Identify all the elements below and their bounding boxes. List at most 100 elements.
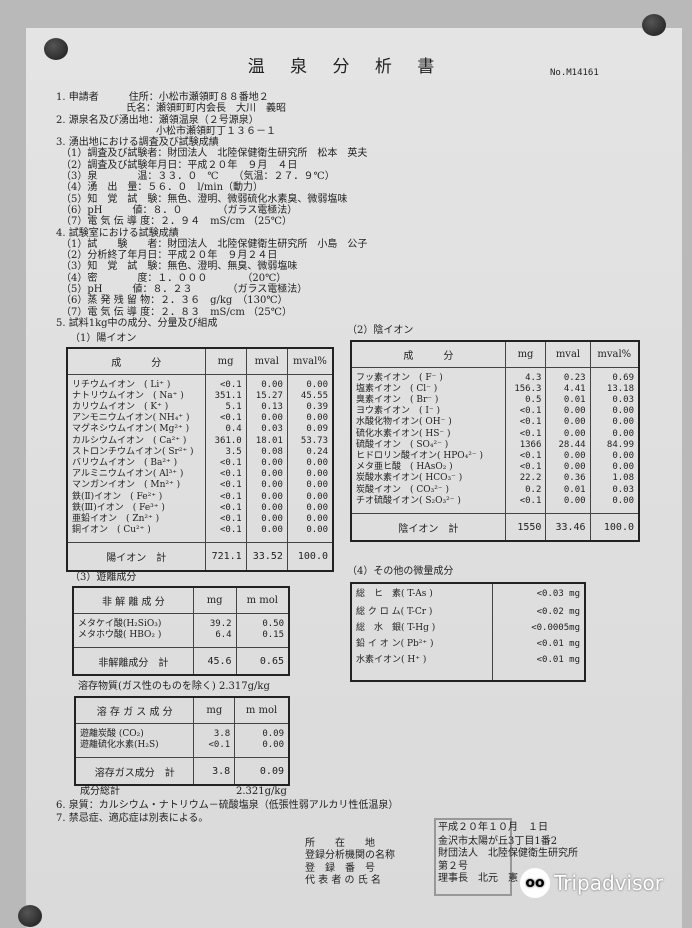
table-cell: 45.55 xyxy=(286,390,334,402)
table-row: 硫化水素イオン( HS⁻ ) <0.1 0.00 0.00 xyxy=(350,428,640,440)
seal-stamp xyxy=(434,818,512,896)
table-cell: 鉛 イ オ ン( Pb²⁺ ) xyxy=(350,639,493,656)
table-row: ヨウ素イオン ( I⁻ ) <0.1 0.00 0.00 xyxy=(350,406,640,418)
table-row: カリウムイオン ( K⁺ ) 5.1 0.13 0.39 xyxy=(66,401,334,414)
table-cell: チオ硫酸イオン( S₂O₃²⁻ ) xyxy=(350,495,506,514)
table-cell: m mol xyxy=(234,697,290,724)
table-row: リチウムイオン ( Li⁺ ) <0.1 0.00 0.00 xyxy=(66,374,334,391)
table-cell: 0.00 xyxy=(589,495,640,514)
table-cell: アンモニウムイオン( NH₄⁺ ) xyxy=(66,413,206,425)
table-row: マンガンイオン ( Mn²⁺ ) <0.1 0.00 0.00 xyxy=(66,480,334,492)
table-cell: 0.00 xyxy=(286,502,334,514)
table-cell: 4.41 xyxy=(545,383,591,395)
table-cell: 156.3 xyxy=(504,383,547,395)
table-cell: 総 ヒ 素( T-As ) xyxy=(350,583,493,608)
table-cell: <0.1 xyxy=(504,450,547,463)
table-cell: 陰イオン 計 xyxy=(350,512,506,542)
table-cell: マグネシウムイオン( Mg²⁺ ) xyxy=(66,424,206,436)
table-cell: 0.00 xyxy=(589,428,640,440)
dissolved-solids: 溶存物質(ガス性のものを除く) 2.317g/kg xyxy=(78,681,270,692)
signature-value: 理事長 北元 憲 xyxy=(438,872,518,884)
pin-icon xyxy=(642,14,666,36)
table-row: ヒドロリン酸イオン( HPO₄²⁻ ) <0.1 0.00 0.00 xyxy=(350,450,640,463)
table-cell: 33.46 xyxy=(545,512,591,542)
table-cell: 0.50 xyxy=(235,613,290,630)
table-cell: 陽イオン 計 xyxy=(66,542,206,571)
table-row: ストロンチウムイオン( Sr²⁺ ) 3.5 0.08 0.24 xyxy=(66,446,334,458)
table-cell: ヨウ素イオン ( I⁻ ) xyxy=(350,406,506,418)
table-row: メタ亜ヒ酸 ( HAsO₂ ) <0.1 0.00 0.00 xyxy=(350,462,640,474)
table-cell: 0.00 xyxy=(545,462,591,474)
total-row: 陽イオン 計 721.1 33.52 100.0 xyxy=(66,542,334,571)
table-row: カルシウムイオン ( Ca²⁺ ) 361.0 18.01 53.73 xyxy=(66,435,334,447)
grand-total-value: 2.321g/kg xyxy=(236,786,287,797)
table-cell: <0.02 mg xyxy=(491,607,586,624)
table-cell: 溶存ガス成分 計 xyxy=(74,756,195,786)
signature-label: 代 表 者 の 氏 名 xyxy=(305,874,381,886)
table-cell: 0.00 xyxy=(545,406,591,418)
table-cell: 0.01 xyxy=(545,394,591,407)
document-title: 温 泉 分 析 書 xyxy=(247,57,445,77)
table-cell: 53.73 xyxy=(286,435,334,447)
table-cell: mg xyxy=(193,697,236,724)
table-cell: 0.00 xyxy=(245,513,288,526)
table-row: アンモニウムイオン( NH₄⁺ ) <0.1 0.00 0.00 xyxy=(66,413,334,425)
table-cell: 3.5 xyxy=(204,446,247,458)
table-cell: 0.5 xyxy=(504,394,547,407)
signature-value: 財団法人 北陸保健衛生研究所 xyxy=(438,848,578,860)
table-cell: バリウムイオン ( Ba²⁺ ) xyxy=(66,457,206,470)
table-cell: 鉄(Ⅱ)イオン ( Fe²⁺ ) xyxy=(66,491,206,503)
table-cell: mval xyxy=(245,348,288,375)
table-cell: 0.00 xyxy=(245,413,288,425)
table-cell: 0.00 xyxy=(286,469,334,481)
table-cell: 0.00 xyxy=(286,513,334,526)
table-cell: 非 解 離 成 分 xyxy=(72,587,194,614)
table-cell: <0.1 xyxy=(504,495,547,514)
table-cell: 硫酸イオン ( SO₄²⁻ ) xyxy=(350,439,506,451)
table-row: 総 水 銀( T-Hg ) <0.0005mg xyxy=(350,623,586,640)
table-cell: 非解離成分 計 xyxy=(72,646,194,676)
table-cell: <0.1 xyxy=(204,469,247,481)
watermark-text: Tripadvisor xyxy=(554,871,663,895)
table-cell: 0.69 xyxy=(589,367,640,384)
section-line: （2）調査及び試験年月日：平成２０年 ９月 ４日 xyxy=(56,159,298,171)
table-cell: 1550 xyxy=(504,512,547,542)
header-row: 成 分 mg mval mval% xyxy=(66,348,334,375)
pin-icon xyxy=(18,905,42,927)
table-cell: 22.2 xyxy=(504,473,547,485)
table-cell: 0.65 xyxy=(235,646,290,676)
table-cell: mval% xyxy=(589,341,640,368)
table-cell: メタホウ酸( HBO₂ ) xyxy=(72,629,194,648)
table-cell: 45.6 xyxy=(192,646,237,676)
table-cell: <0.1 xyxy=(204,413,247,425)
table-cell: <0.1 xyxy=(204,513,247,526)
signature-label: 登 録 番 号 xyxy=(305,862,375,874)
table-row: チオ硫酸イオン( S₂O₃²⁻ ) <0.1 0.00 0.00 xyxy=(350,495,640,514)
table-cell: 0.00 xyxy=(545,450,591,463)
free-label: （3）遊離成分 xyxy=(70,572,137,583)
table-row: 水素イオン( H⁺ ) <0.01 mg xyxy=(350,655,586,681)
table-cell: 亜鉛イオン ( Zn²⁺ ) xyxy=(66,513,206,526)
table-cell: 炭酸イオン ( CO₃²⁻ ) xyxy=(350,484,506,496)
table-row: 遊離炭酸 (CO₂) 3.8 0.09 xyxy=(74,723,290,740)
document-number: No.M14161 xyxy=(550,68,599,78)
total-row: 陰イオン 計 1550 33.46 100.0 xyxy=(350,512,640,542)
table-cell: 100.0 xyxy=(286,542,334,571)
table-row: 水酸化物イオン( OH⁻ ) <0.1 0.00 0.00 xyxy=(350,417,640,429)
table-cell: ストロンチウムイオン( Sr²⁺ ) xyxy=(66,446,206,458)
table-row: メタホウ酸( HBO₂ ) 6.4 0.15 xyxy=(72,629,290,648)
table-cell: アルミニウムイオン( Al³⁺ ) xyxy=(66,469,206,481)
table-cell: 0.13 xyxy=(245,401,288,414)
signature-label: 所 在 地 xyxy=(305,838,375,849)
table-row: 総 ク ロ ム( T-Cr ) <0.02 mg xyxy=(350,607,586,624)
table-cell: メタケイ酸(H₂SiO₃) xyxy=(72,613,194,630)
table-cell: 0.00 xyxy=(589,450,640,463)
table-cell: 臭素イオン ( Br⁻ ) xyxy=(350,394,506,407)
table-cell: 3.8 xyxy=(193,723,236,740)
table-cell: 4.3 xyxy=(504,367,547,384)
section-line: （4）湧 出 量：５６．０ l/min（動力） xyxy=(56,182,264,194)
table-cell: 0.00 xyxy=(286,480,334,492)
table-cell: 0.00 xyxy=(245,491,288,503)
table-cell: 鉄(Ⅲ)イオン ( Fe³⁺ ) xyxy=(66,502,206,514)
table-cell: 0.09 xyxy=(286,424,334,436)
